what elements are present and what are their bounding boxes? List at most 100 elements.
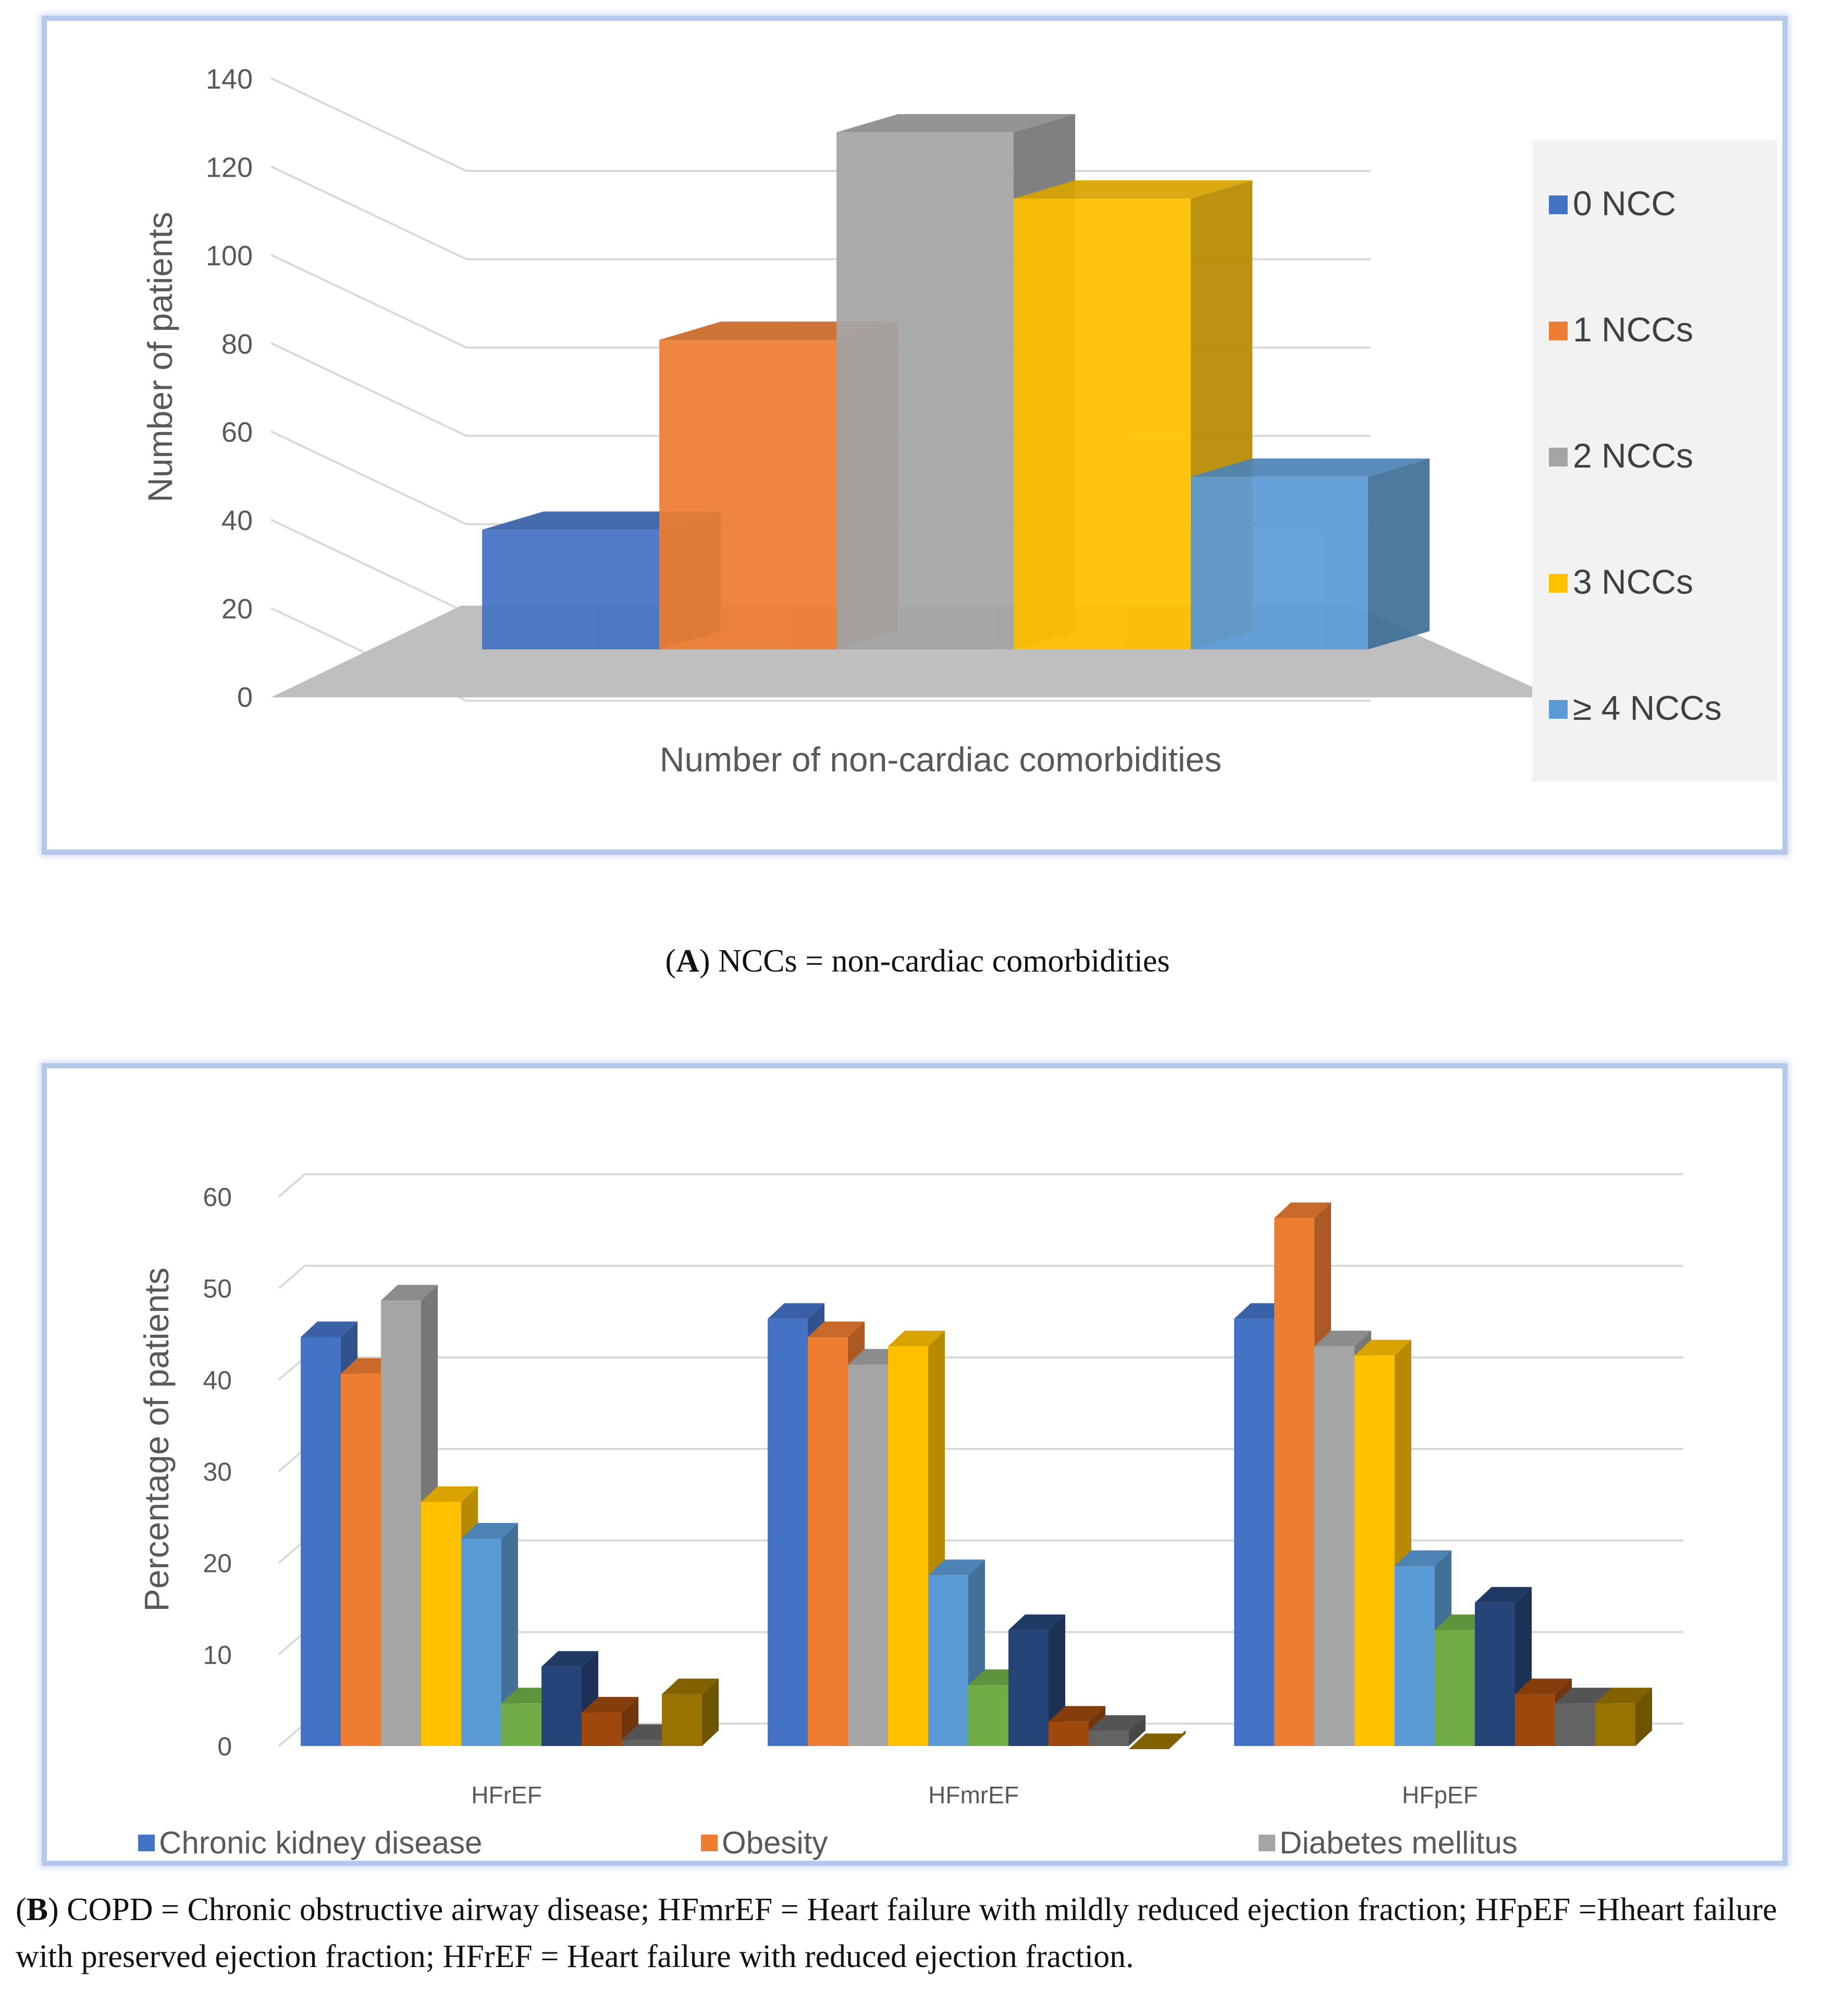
y-tick-label-a: 120 xyxy=(206,152,253,183)
legend-a-label-1: 1 NCCs xyxy=(1573,310,1693,349)
bar-HFmrEF-6-top xyxy=(1008,1614,1065,1630)
y-axis-label-a: Number of patients xyxy=(141,212,179,502)
legend-a-label-2: 2 NCCs xyxy=(1573,436,1693,475)
y-tick-label-a: 80 xyxy=(221,328,253,360)
bar-HFrEF-4-side xyxy=(501,1522,518,1746)
bar-HFpEF-0-front xyxy=(1234,1319,1274,1746)
bar-HFrEF-4-front xyxy=(461,1538,501,1746)
caption-b-text: ) COPD = Chronic obstructive airway dise… xyxy=(16,1892,1777,1974)
bar-HFpEF-3-front xyxy=(1354,1355,1395,1746)
bar-HFrEF-7-front xyxy=(582,1712,622,1746)
bar-HFrEF-8-front xyxy=(622,1740,662,1746)
bar-HFmrEF-1-top xyxy=(808,1321,865,1337)
x-tick-label-2: HFpEF xyxy=(1402,1781,1478,1809)
legend-a-swatch-3 xyxy=(1549,574,1568,593)
bar-HFmrEF-3 xyxy=(888,1331,945,1746)
bar-4-front xyxy=(1191,476,1368,649)
bar-HFpEF-7 xyxy=(1515,1678,1572,1746)
legend-b-swatch-0 xyxy=(138,1835,155,1851)
bar-HFpEF-2-top xyxy=(1314,1331,1371,1347)
bar-HFpEF-3-top xyxy=(1354,1339,1411,1356)
bar-3-front xyxy=(1014,198,1191,649)
legend-a-box xyxy=(1532,141,1777,782)
caption-a-letter: A xyxy=(676,943,699,979)
bar-2-top xyxy=(836,114,1075,132)
bar-HFrEF-9 xyxy=(662,1678,719,1746)
bar-1-front xyxy=(659,340,836,649)
bar-HFpEF-2-front xyxy=(1314,1346,1354,1746)
bar-HFrEF-7-top xyxy=(582,1697,638,1713)
x-tick-label-0: HFrEF xyxy=(471,1781,541,1809)
y-tick-label-b: 50 xyxy=(203,1274,232,1304)
legend-b-label-1: Obesity xyxy=(722,1825,828,1860)
bar-HFmrEF-4-front xyxy=(928,1575,968,1746)
panel-b-chart: 0 10 20 30 40 50 60 HFrEF HFmrEF HFpEF Percentage … xyxy=(42,1063,1788,1866)
y-tick-label-a: 140 xyxy=(206,64,253,95)
bar-HFrEF-1-front xyxy=(341,1373,381,1746)
bar-HFpEF-9-front xyxy=(1595,1703,1635,1746)
bar-0-front xyxy=(482,530,659,649)
bar-2-front xyxy=(836,132,1014,649)
legend-a-label-4: ≥ 4 NCCs xyxy=(1573,689,1722,727)
caption-a: (A) NCCs = non-cardiac comorbidities xyxy=(665,943,1170,979)
bar-HFrEF-3-top xyxy=(421,1486,478,1502)
bar-HFpEF-8-front xyxy=(1555,1703,1595,1746)
bar-4-side xyxy=(1368,458,1430,649)
bar-HFrEF-4-top xyxy=(461,1522,518,1539)
bar-HFmrEF-8-front xyxy=(1089,1730,1129,1746)
y-tick-label-a: 60 xyxy=(221,417,253,448)
gridline-b xyxy=(278,1448,1683,1472)
legend-b-swatch-2 xyxy=(1259,1835,1275,1851)
bar-HFmrEF-8 xyxy=(1089,1715,1146,1746)
y-tick-label-b: 30 xyxy=(203,1457,232,1486)
y-tick-label-b: 60 xyxy=(203,1183,232,1212)
bar-HFmrEF-1-front xyxy=(808,1337,848,1746)
caption-b-letter: B xyxy=(26,1892,48,1927)
bar-HFpEF-4-top xyxy=(1395,1550,1451,1566)
y-tick-label-a: 100 xyxy=(206,240,253,272)
gridline-b xyxy=(278,1264,1683,1289)
bar-4-top xyxy=(1191,458,1430,477)
bar-HFmrEF-7-top xyxy=(1049,1706,1105,1722)
bar-HFmrEF-6-front xyxy=(1008,1630,1049,1746)
bar-HFmrEF-0-top xyxy=(768,1303,824,1319)
legend-a-swatch-0 xyxy=(1549,195,1568,214)
bar-HFmrEF-2-front xyxy=(848,1365,888,1746)
chart-a-svg: 0 20 40 60 80 100 120 140 Number of patients Numb… xyxy=(141,64,1777,782)
bar-4 xyxy=(1191,458,1430,649)
bar-HFmrEF-4-top xyxy=(928,1559,985,1576)
bar-HFmrEF-8-side xyxy=(1129,1715,1146,1746)
bar-HFpEF-7-front xyxy=(1515,1694,1555,1746)
x-axis-label-a: Number of non-cardiac comorbidities xyxy=(660,740,1222,779)
panel-a-chart: 0 20 40 60 80 100 120 140 Number of patients Numb… xyxy=(42,16,1788,855)
legend-b-swatch-1 xyxy=(701,1835,718,1851)
bar-HFpEF-6-top xyxy=(1475,1587,1532,1603)
bar-HFmrEF-7-front xyxy=(1049,1722,1089,1746)
legend-b-label-2: Diabetes mellitus xyxy=(1279,1825,1518,1860)
bar-HFpEF-9 xyxy=(1595,1688,1652,1746)
bar-HFrEF-0-front xyxy=(301,1337,341,1746)
chart-b-svg: 0 10 20 30 40 50 60 HFrEF HFmrEF HFpEF Percentage … xyxy=(137,1173,1683,1860)
bar-HFmrEF-8-top xyxy=(1089,1715,1146,1731)
bar-HFmrEF-3-top xyxy=(888,1331,945,1347)
bar-HFmrEF-9-top xyxy=(1129,1734,1186,1749)
caption-a-text: ) NCCs = non-cardiac comorbidities xyxy=(699,943,1170,979)
y-tick-label-a: 40 xyxy=(221,505,253,536)
bar-HFmrEF-9 xyxy=(1129,1730,1186,1749)
bar-HFrEF-6 xyxy=(541,1651,598,1746)
y-tick-label-b: 40 xyxy=(203,1366,232,1395)
gridline-a xyxy=(270,77,1371,172)
y-tick-label-a: 0 xyxy=(237,682,253,713)
bar-HFpEF-7-top xyxy=(1515,1678,1572,1694)
bar-HFrEF-9-side xyxy=(702,1678,719,1746)
y-tick-label-b: 0 xyxy=(217,1732,232,1761)
bar-HFpEF-5-front xyxy=(1435,1630,1475,1746)
bar-HFpEF-1-front xyxy=(1274,1218,1314,1746)
gridline-b xyxy=(278,1173,1683,1198)
bar-HFmrEF-5-front xyxy=(968,1685,1008,1746)
bar-3 xyxy=(1014,180,1252,649)
bar-3-top xyxy=(1014,180,1252,199)
legend-a-label-0: 0 NCC xyxy=(1573,184,1676,223)
bar-HFrEF-2-front xyxy=(381,1300,421,1746)
bar-HFrEF-6-front xyxy=(541,1666,582,1746)
